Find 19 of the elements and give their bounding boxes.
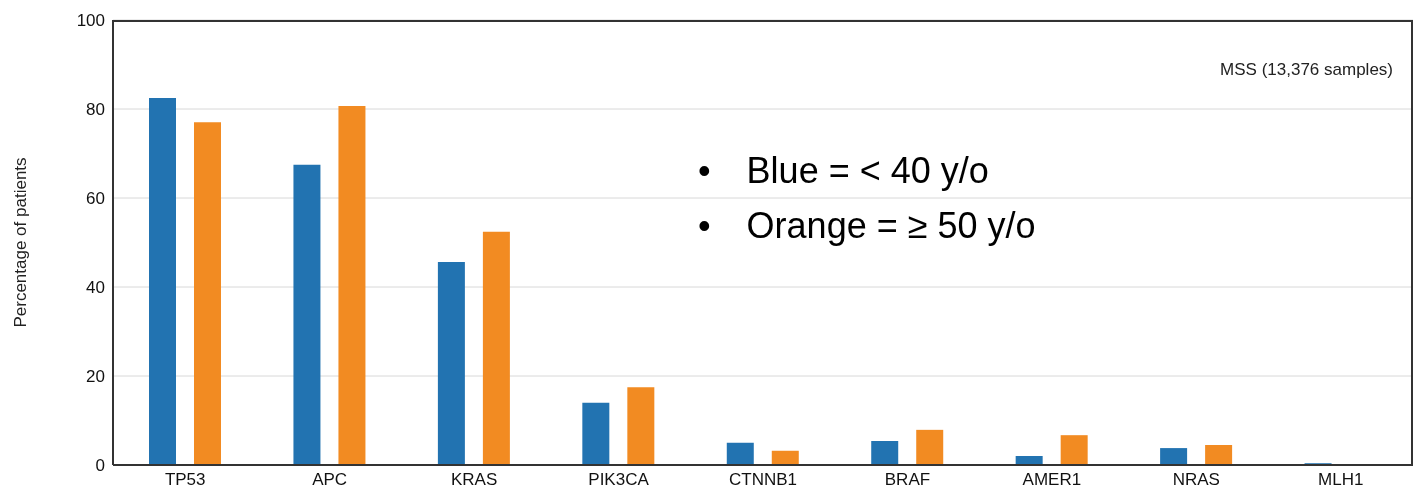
x-tick-label: BRAF — [884, 470, 931, 490]
x-tick-label: MLH1 — [1318, 470, 1364, 490]
y-tick-label: 40 — [86, 278, 105, 298]
annotation: MSS (13,376 samples) — [1220, 60, 1393, 80]
y-tick-label: 100 — [76, 11, 105, 31]
x-tick-label: CTNNB1 — [728, 470, 798, 490]
x-tick-label: TP53 — [164, 470, 206, 490]
y-tick-label: 0 — [95, 456, 105, 476]
x-tick-label: NRAS — [1172, 470, 1220, 490]
x-tick-label: AMER1 — [1022, 470, 1082, 490]
x-tick-label: APC — [312, 470, 348, 490]
y-tick-label: 80 — [86, 100, 105, 120]
annotation: • Orange = ≥ 50 y/o — [698, 205, 1036, 247]
x-tick-label: PIK3CA — [588, 470, 650, 490]
y-tick-label: 60 — [86, 189, 105, 209]
x-tick-label: KRAS — [450, 470, 498, 490]
y-tick-label: 20 — [86, 367, 105, 387]
y-axis-title: Percentage of patients — [11, 157, 31, 328]
annotation: • Blue = < 40 y/o — [698, 150, 989, 192]
